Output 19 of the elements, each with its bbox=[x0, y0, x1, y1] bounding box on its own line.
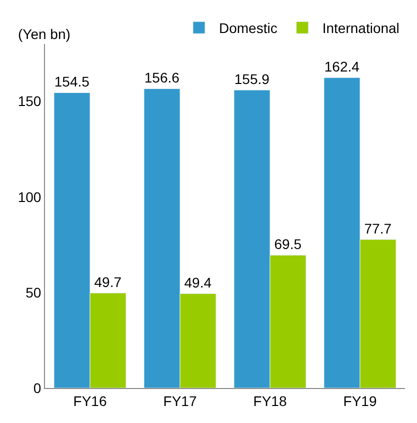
text: (Yen bn) bbox=[18, 26, 70, 42]
data-label: 49.7 bbox=[94, 274, 122, 290]
x-tick-label: FY17 bbox=[163, 392, 197, 409]
legend-label: Domestic bbox=[219, 20, 278, 36]
x-tick-label: FY18 bbox=[253, 392, 287, 409]
y-tick-label: 150 bbox=[18, 93, 42, 110]
data-label: 154.5 bbox=[54, 74, 90, 90]
y-tick-label: 50 bbox=[26, 284, 42, 300]
data-label: 162.4 bbox=[324, 58, 360, 75]
data-label: 156.6 bbox=[144, 70, 180, 86]
legend-label: International bbox=[322, 20, 400, 36]
data-label: 77.7 bbox=[364, 220, 392, 237]
y-tick-label: 100 bbox=[18, 188, 42, 205]
data-label: 69.5 bbox=[274, 236, 302, 252]
data-label: 155.9 bbox=[234, 71, 270, 88]
y-tick-label: 0 bbox=[33, 380, 42, 396]
x-tick-label: FY16 bbox=[73, 392, 107, 409]
x-tick-label: FY19 bbox=[343, 392, 377, 409]
data-label: 49.4 bbox=[184, 274, 212, 291]
